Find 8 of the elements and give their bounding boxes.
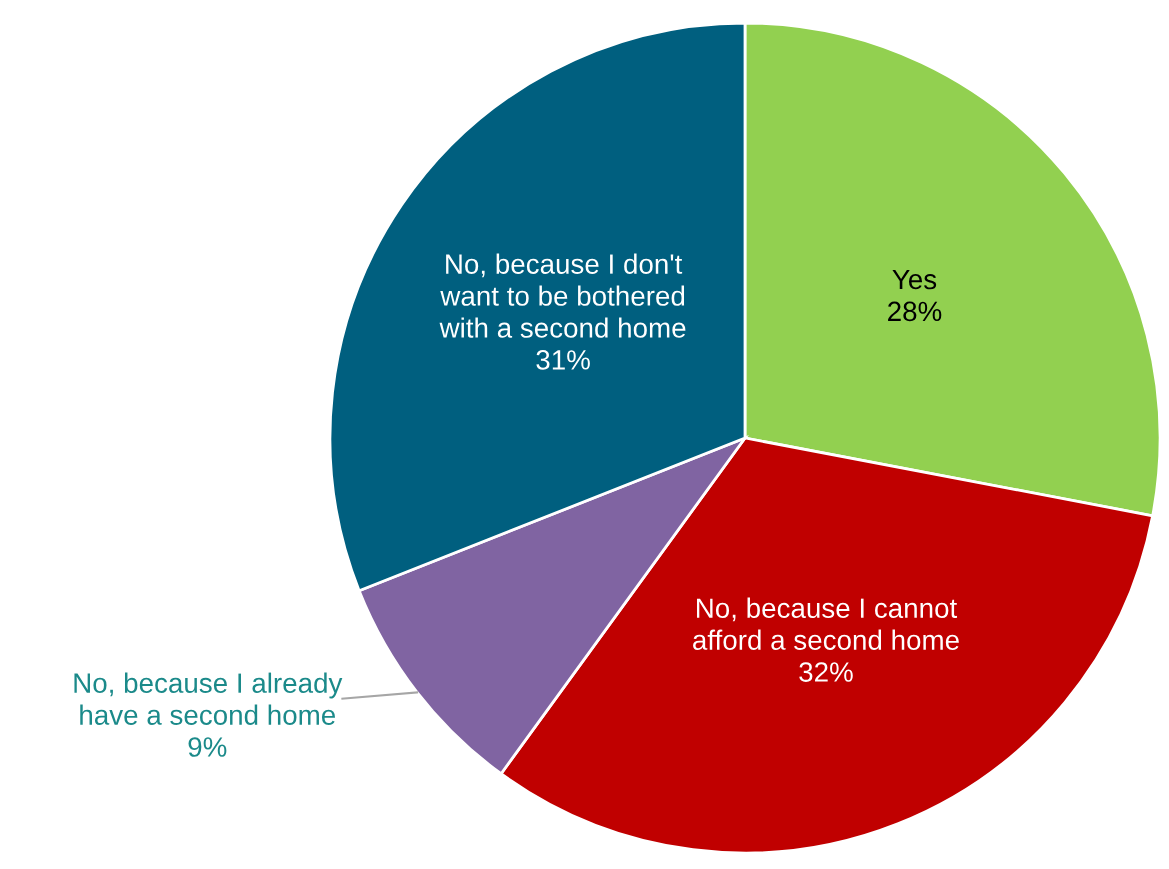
slice-label: Yes (892, 269, 937, 290)
data-label: 28% (888, 301, 942, 322)
data-label: 31% (536, 350, 590, 370)
data-label: 32% (799, 662, 853, 682)
slice-label: No, because I don't want to be bothered with a second home (439, 253, 686, 338)
data-label: 9% (188, 737, 227, 757)
slice-label: No, because I cannot afford a second home (693, 597, 959, 650)
slice-label: No, because I already have a second home (74, 672, 343, 725)
